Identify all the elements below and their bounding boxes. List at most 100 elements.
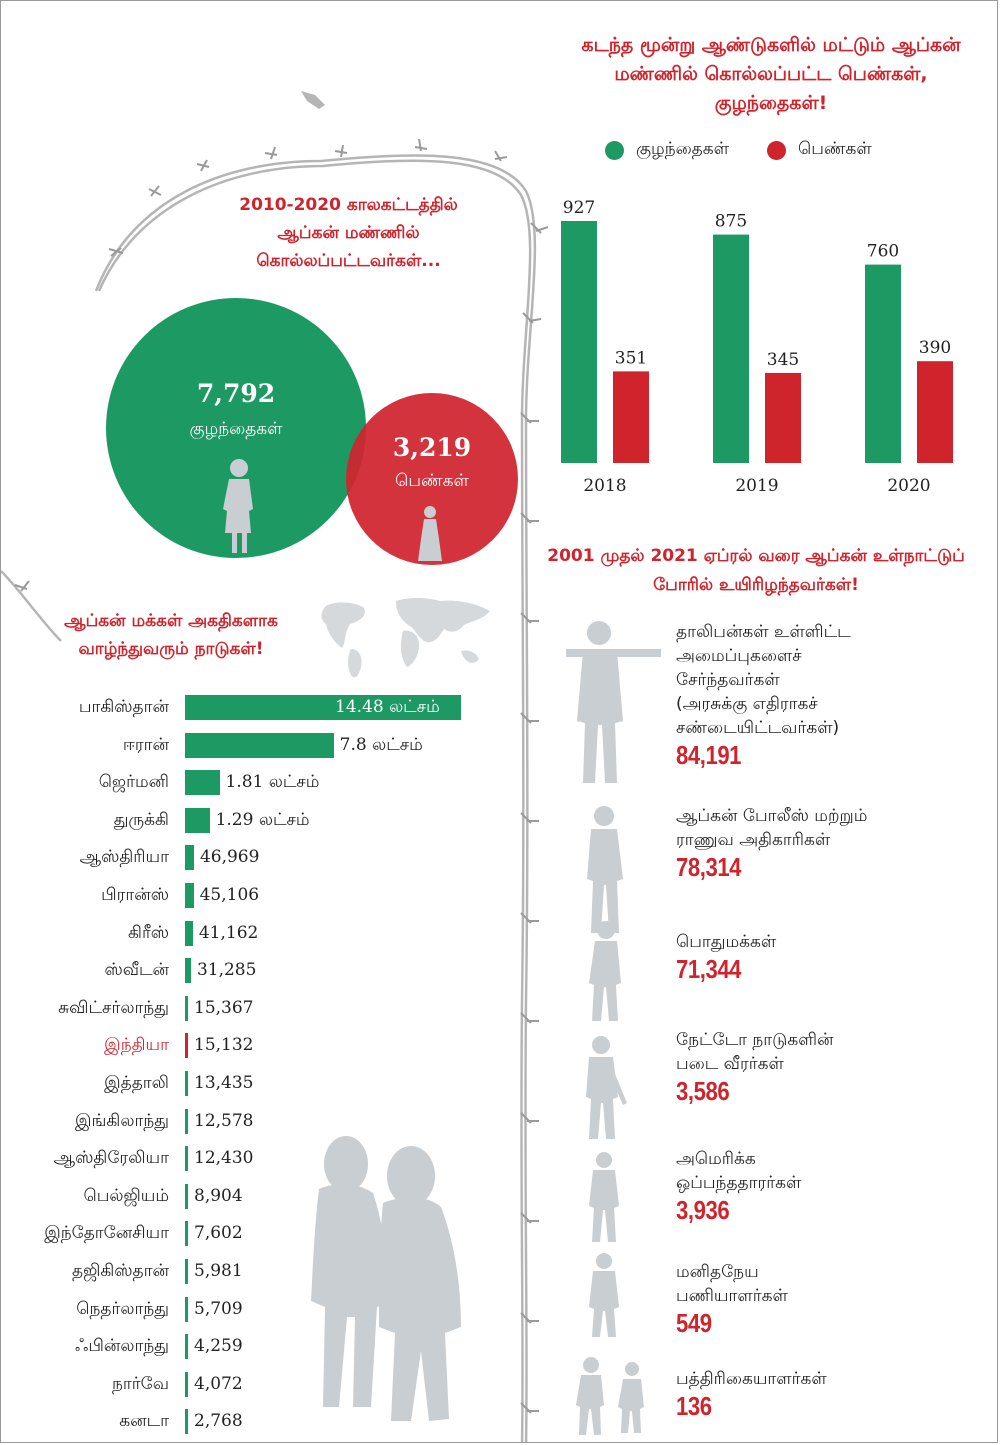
refugee-row: ஈரான் 7.8 லட்சம் xyxy=(1,732,481,763)
women-total-value: 3,219 xyxy=(392,433,472,462)
refugees-title: ஆப்கன் மக்கள் அகதிகளாக வாழ்ந்துவரும் நாட… xyxy=(64,611,278,659)
refugee-row: ஃபின்லாந்து 4,259 xyxy=(1,1334,481,1364)
refugee-row: பாகிஸ்தான் 14.48 லட்சம் xyxy=(1,695,481,725)
death-value: 84,191 xyxy=(676,740,742,770)
refugee-country-label: ஆஸ்திரியா xyxy=(79,847,169,868)
refugee-row: சுவிட்சர்லாந்து 15,367 xyxy=(1,995,481,1026)
refugee-country-label: இத்தாலி xyxy=(104,1073,169,1093)
refugee-country-label: ஜெர்மனி xyxy=(98,772,169,793)
refugee-bar xyxy=(185,732,334,758)
bar-value-label: 345 xyxy=(767,350,799,370)
yearly-bar-chart: 927 351 2018 875 345 2019 760 390 2020 xyxy=(561,198,953,496)
refugee-row: இங்கிலாந்து 12,578 xyxy=(1,1108,481,1139)
refugee-value-label: 12,430 xyxy=(194,1148,254,1169)
refugee-bar xyxy=(185,807,210,833)
x-tick-label: 2019 xyxy=(735,476,778,496)
death-row-taliban: தாலிபன்கள் உள்ளிட்ட அமைப்புகளைச் சேர்ந்த… xyxy=(676,620,986,771)
refugee-value-label: 1.29 லட்சம் xyxy=(215,809,310,830)
refugee-value-label: 2,768 xyxy=(194,1411,243,1432)
death-label: அமெரிக்க ஒப்பந்ததாரர்கள் xyxy=(676,1149,802,1193)
refugee-country-label: இந்தியா xyxy=(104,1035,169,1056)
refugee-value-label: 4,259 xyxy=(194,1336,243,1357)
refugee-row: ஆஸ்திரேலியா 12,430 xyxy=(1,1146,481,1176)
refugee-country-label: பெல்ஜியம் xyxy=(83,1185,169,1206)
death-value: 71,344 xyxy=(676,954,742,984)
refugee-country-label: தஜிகிஸ்தான் xyxy=(72,1261,169,1281)
refugee-bar xyxy=(185,958,191,984)
deaths-title: 2001 முதல் 2021 ஏப்ரல் வரை ஆப்கன் உள்நாட… xyxy=(547,546,965,595)
refugee-country-label: இந்தோனேசியா xyxy=(44,1223,169,1244)
refugee-row: துருக்கி 1.29 லட்சம் xyxy=(1,807,481,838)
refugee-value-label: 15,132 xyxy=(194,1035,254,1056)
refugee-value-label: 8,904 xyxy=(194,1185,243,1206)
refugee-country-label: பாகிஸ்தான் xyxy=(78,697,169,717)
refugee-country-label: கனடா xyxy=(119,1411,169,1432)
refugee-row: ஆஸ்திரியா 46,969 xyxy=(1,845,481,875)
refugee-bar xyxy=(185,1371,188,1397)
refugee-bar xyxy=(185,1221,188,1247)
death-label: பத்திரிகையாளர்கள் xyxy=(676,1369,827,1389)
x-tick-label: 2020 xyxy=(887,476,930,496)
refugee-bar xyxy=(185,1183,188,1209)
refugee-row: பிரான்ஸ் 45,106 xyxy=(1,883,481,913)
legend-women: பெண்கள் xyxy=(767,139,872,161)
refugee-value-label: 5,981 xyxy=(194,1261,243,1281)
death-row-contractors: அமெரிக்க ஒப்பந்ததாரர்கள் 3,936 xyxy=(676,1147,986,1226)
death-row-police-army: ஆப்கன் போலீஸ் மற்றும் ராணுவ அதிகாரிகள் 7… xyxy=(676,804,986,883)
death-value: 78,314 xyxy=(676,852,742,882)
legend-label-women: பெண்கள் xyxy=(798,139,872,159)
bar-2018-series-1 xyxy=(613,371,649,463)
death-label: தாலிபன்கள் உள்ளிட்ட அமைப்புகளைச் சேர்ந்த… xyxy=(676,622,851,738)
refugee-country-label: நார்வே xyxy=(111,1373,169,1394)
refugee-row: கனடா 2,768 xyxy=(1,1409,481,1439)
bar-2018-series-0 xyxy=(561,221,597,463)
refugee-value-label: 12,578 xyxy=(194,1110,254,1131)
death-label: மனிதநேய பணியாளர்கள் xyxy=(676,1262,788,1306)
bar-value-label: 927 xyxy=(563,198,595,218)
refugee-value-label: 14.48 லட்சம் xyxy=(335,697,440,717)
refugee-row: ஸ்வீடன் 31,285 xyxy=(1,958,481,988)
refugee-bar xyxy=(185,1259,188,1284)
x-tick-label: 2018 xyxy=(583,476,626,496)
refugee-bar xyxy=(185,1296,188,1322)
death-value: 3,936 xyxy=(676,1195,730,1225)
refugee-country-label: சுவிட்சர்லாந்து xyxy=(58,997,169,1018)
refugee-value-label: 4,072 xyxy=(194,1373,243,1394)
refugee-value-label: 5,709 xyxy=(194,1298,243,1319)
refugee-bar xyxy=(185,1334,188,1360)
legend-swatch-children xyxy=(605,140,624,160)
refugee-value-label: 7.8 லட்சம் xyxy=(339,734,423,755)
refugee-country-label: ஸ்வீடன் xyxy=(104,960,169,981)
refugee-row: நெதர்லாந்து 5,709 xyxy=(1,1296,481,1327)
children-total-label: குழந்தைகள் xyxy=(189,419,283,439)
refugee-bar xyxy=(185,770,220,796)
death-row-nato: நேட்டோ நாடுகளின் படை வீரர்கள் 3,586 xyxy=(676,1028,986,1107)
children-total-value: 7,792 xyxy=(196,379,276,408)
bar-2020-series-1 xyxy=(917,361,953,463)
refugee-bar xyxy=(185,995,188,1021)
refugee-value-label: 41,162 xyxy=(198,922,259,943)
refugee-row: தஜிகிஸ்தான் 5,981 xyxy=(1,1259,481,1289)
death-value: 136 xyxy=(676,1391,712,1421)
refugee-country-label: ஈரான் xyxy=(122,734,169,755)
refugee-row: பெல்ஜியம் 8,904 xyxy=(1,1183,481,1214)
refugee-row: இந்தோனேசியா 7,602 xyxy=(1,1221,481,1251)
refugee-country-label: துருக்கி xyxy=(113,809,169,830)
bar-value-label: 351 xyxy=(615,348,647,368)
death-row-aid-workers: மனிதநேய பணியாளர்கள் 549 xyxy=(676,1260,986,1339)
bar-2019-series-0 xyxy=(713,234,749,463)
death-value: 549 xyxy=(676,1308,712,1338)
refugee-value-label: 15,367 xyxy=(194,997,254,1018)
refugee-bar xyxy=(185,920,193,946)
refugee-bar xyxy=(185,1071,188,1096)
refugee-value-label: 45,106 xyxy=(199,885,260,905)
death-label: பொதுமக்கள் xyxy=(676,932,777,952)
refugee-bar xyxy=(185,845,194,871)
refugee-bar xyxy=(185,1108,188,1134)
refugee-row: ஜெர்மனி 1.81 லட்சம் xyxy=(1,770,481,800)
bar-value-label: 760 xyxy=(867,242,899,262)
refugee-bar xyxy=(185,883,194,908)
refugee-row: இந்தியா 15,132 xyxy=(1,1033,481,1063)
